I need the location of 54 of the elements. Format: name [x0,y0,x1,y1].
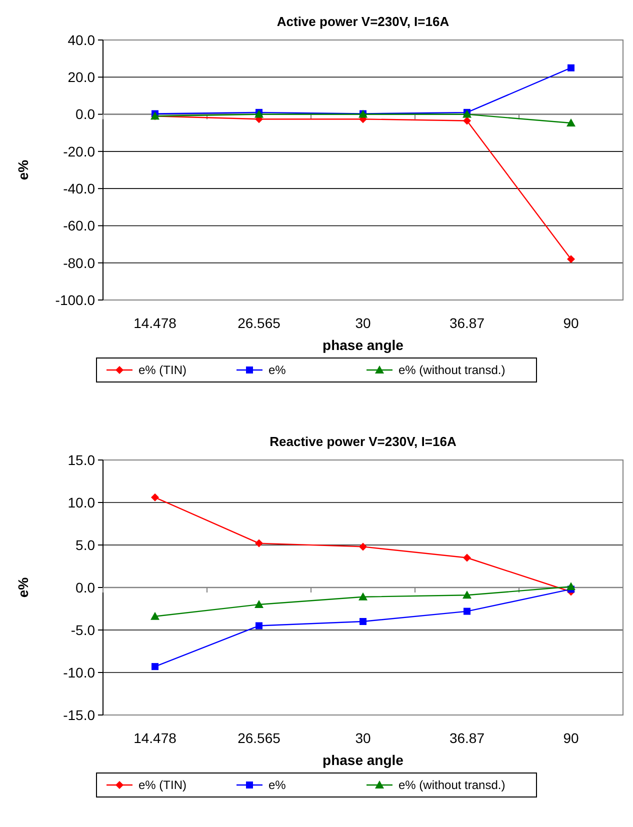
point [254,600,264,608]
point [255,539,263,548]
y-axis-title: e% [15,576,31,598]
point [256,622,262,630]
chart-title: Active power V=230V, I=16A [276,14,450,29]
point [464,608,470,615]
y-tick-label: -5.0 [70,622,96,638]
legend-label: e% (without transd.) [398,363,506,378]
point [463,116,471,125]
x-tick-label: 90 [563,315,579,331]
y-tick-label: -10.0 [63,664,96,680]
point [463,554,471,562]
y-tick-label: -60.0 [63,218,96,234]
x-tick-label: 30 [355,315,371,331]
y-tick-label: -40.0 [63,180,96,196]
x-axis-title: phase angle [322,337,404,353]
legend-label: e% (TIN) [138,363,187,378]
point [150,612,160,620]
point [462,590,472,599]
x-tick-label: 14.478 [134,730,177,746]
y-tick-label: -100.0 [55,292,96,308]
y-tick-label: -20.0 [63,143,96,160]
point [567,255,575,264]
y-tick-label: 0.0 [76,106,96,122]
x-tick-label: 26.565 [238,315,281,331]
point [152,663,158,670]
point [566,118,576,127]
y-tick-label: 0.0 [76,579,96,596]
y-tick-label: 40.0 [68,32,96,48]
legend-label: e% (TIN) [138,778,187,792]
legend-label: e% (without transd.) [398,778,506,792]
y-tick-label: -80.0 [63,254,96,271]
point [568,64,574,72]
point [360,618,366,625]
point [566,582,576,590]
y-tick-label: 10.0 [68,494,96,510]
x-tick-label: 36.87 [449,315,485,331]
legend-label: e% [268,363,286,378]
chart-title: Reactive power V=230V, I=16A [270,434,457,449]
x-tick-label: 14.478 [134,315,177,331]
y-tick-label: 15.0 [68,452,96,468]
x-tick-label: 26.565 [238,730,281,746]
x-tick-label: 90 [563,730,579,746]
point [359,542,367,551]
y-axis-title: e% [15,159,31,180]
legend-label: e% [268,778,286,792]
x-tick-label: 36.87 [449,730,485,746]
x-axis-title: phase angle [322,752,404,768]
x-tick-label: 30 [355,730,371,746]
y-tick-label: -15.0 [63,706,96,723]
y-tick-label: 5.0 [76,536,96,553]
y-tick-label: 20.0 [68,69,96,86]
point [358,592,368,600]
point [151,493,159,502]
